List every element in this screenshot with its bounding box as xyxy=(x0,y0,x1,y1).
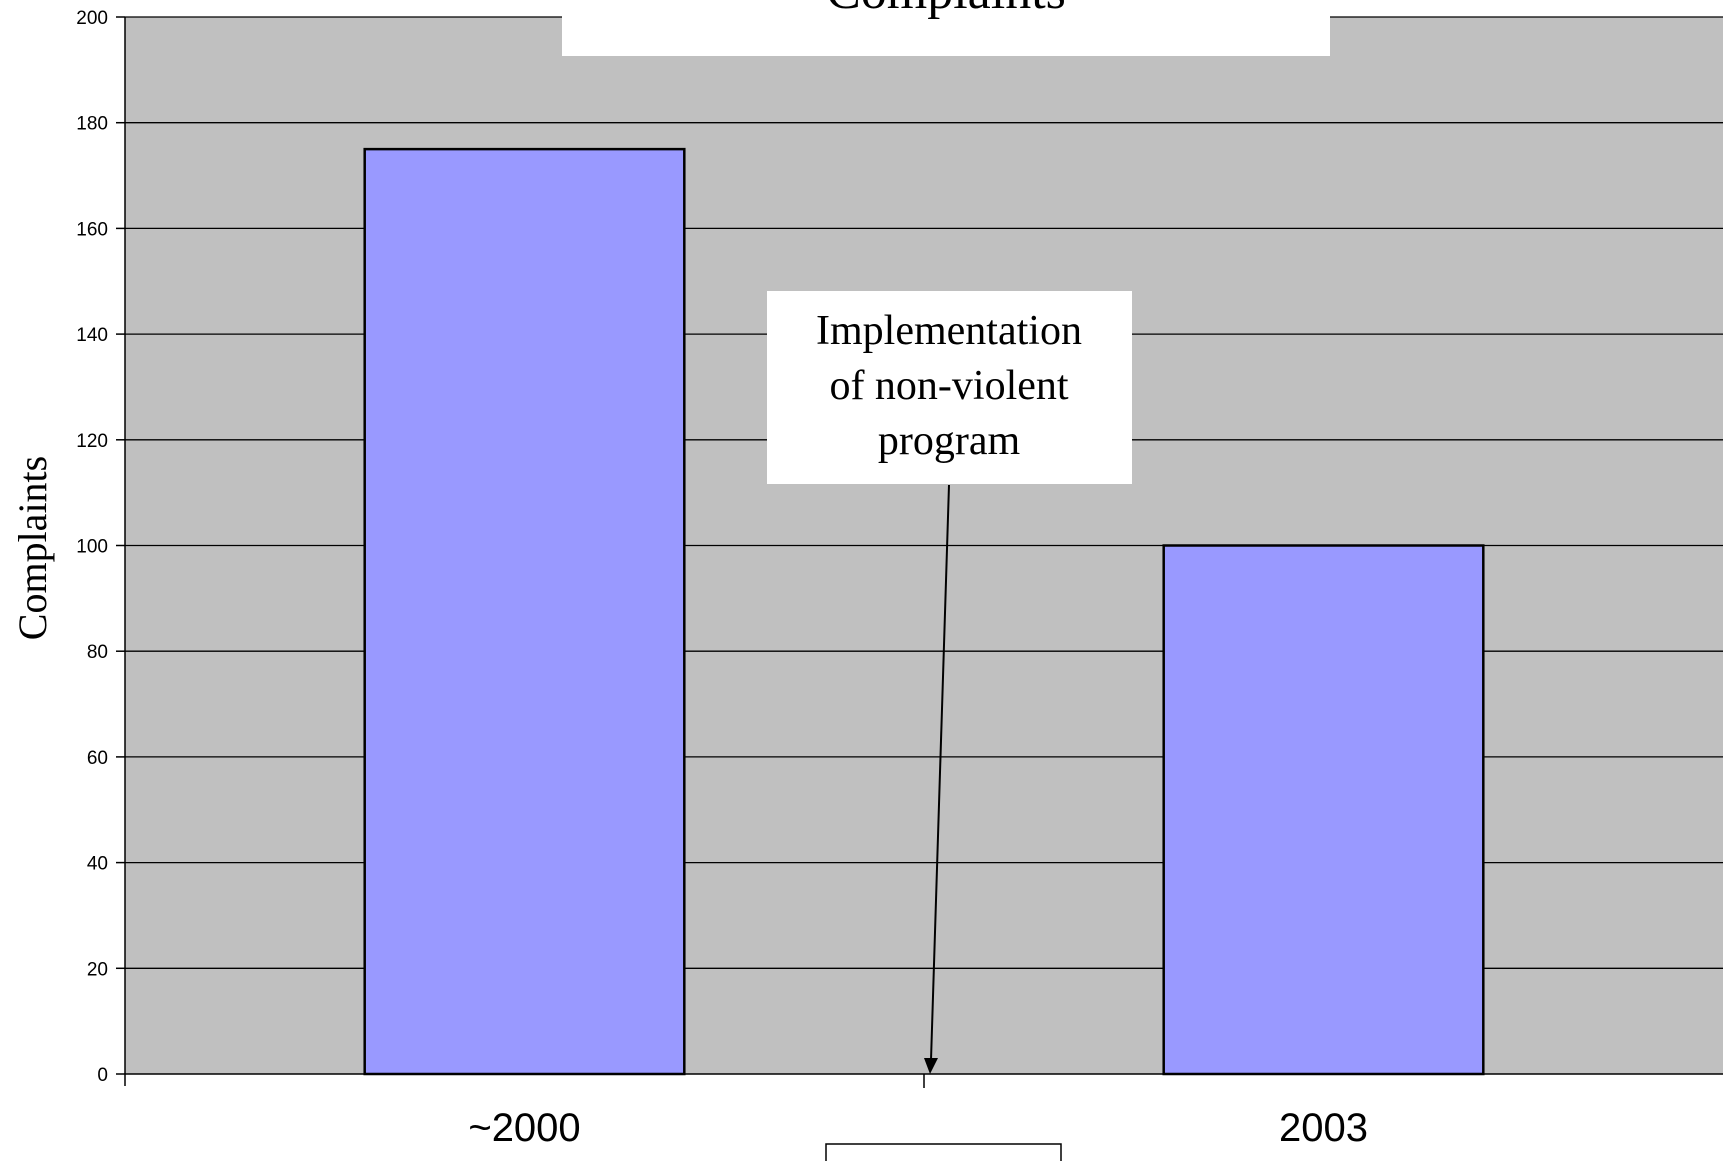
y-tick-label-140: 140 xyxy=(76,325,108,346)
annotation-box xyxy=(767,291,1132,484)
y-tick-label-120: 120 xyxy=(76,431,108,452)
bars xyxy=(363,147,1485,1076)
annotation-arrow-line xyxy=(930,484,950,1061)
y-tick-label-200: 200 xyxy=(76,8,108,29)
y-tick-label-20: 20 xyxy=(87,959,108,980)
y-tick-label-100: 100 xyxy=(76,537,108,558)
y-tick-label-180: 180 xyxy=(76,114,108,135)
x-axis: ~2000 2003 xyxy=(125,1073,1723,1150)
bar-1 xyxy=(1162,544,1485,1076)
y-axis: 0 20 40 60 80 100 120 140 160 180 200 xyxy=(76,8,126,1086)
annotation-callout: Implementation of non-violent program xyxy=(767,291,1132,1074)
chart-title-box xyxy=(562,0,1330,56)
y-tick-label-40: 40 xyxy=(87,854,108,875)
bottom-empty-box xyxy=(825,1143,1062,1161)
y-tick-label-0: 0 xyxy=(97,1065,108,1086)
chart-title: Complaints xyxy=(826,0,1066,20)
annotation-text-line-3: program xyxy=(878,418,1021,464)
bar-0 xyxy=(363,147,686,1076)
x-category-label-1: 2003 xyxy=(1279,1106,1368,1150)
annotation-text-line-2: of non-violent xyxy=(829,363,1068,409)
y-tick-label-160: 160 xyxy=(76,219,108,240)
y-tick-label-80: 80 xyxy=(87,642,108,663)
annotation-arrowhead xyxy=(924,1058,938,1074)
y-tick-label-60: 60 xyxy=(87,748,108,769)
annotation-text-line-1: Implementation xyxy=(816,308,1082,354)
x-category-label-0: ~2000 xyxy=(468,1106,580,1150)
y-axis-title: Complaints xyxy=(10,456,55,640)
